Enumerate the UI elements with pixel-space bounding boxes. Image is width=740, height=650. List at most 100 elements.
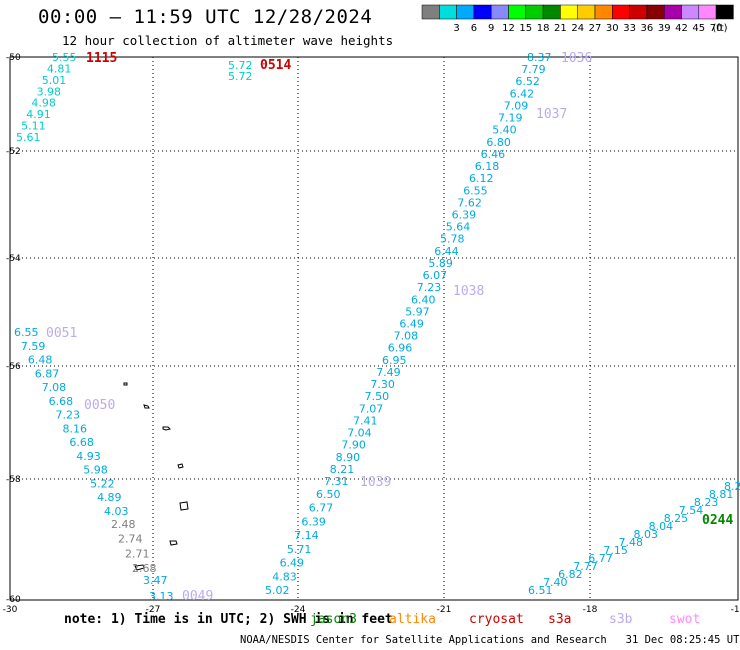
legend-tick-label: 36 <box>641 23 654 34</box>
track-0244-value: 7.77 <box>573 560 598 573</box>
legend-tick-label: 24 <box>571 23 584 34</box>
track-0051-0049-value: 7.08 <box>42 381 67 394</box>
legend-tick-label: 42 <box>675 23 688 34</box>
lon-label: -30 <box>3 605 18 615</box>
track-time-label: 0051 <box>46 326 77 341</box>
legend-tick-label: 9 <box>488 23 494 34</box>
track-0049-grey-value: 2.74 <box>118 533 143 546</box>
timestamp: 31 Dec 08:25:45 UTC 2024 <box>625 634 740 646</box>
track-0244-value: 7.15 <box>603 544 628 557</box>
track-1036-1039-upper-value: 5.89 <box>428 257 453 270</box>
track-time-label: 1039 <box>360 475 391 490</box>
track-0049-tail-value: 3.47 <box>143 574 168 587</box>
track-1036-1039-upper-value: 6.12 <box>469 172 494 185</box>
track-time-label: 1036 <box>561 51 592 66</box>
track-1036-1039-upper-value: 7.19 <box>498 112 523 125</box>
track-1036-1039-lower-value: 4.83 <box>272 570 297 583</box>
satellite-label-swot: swot <box>669 612 701 627</box>
track-1036-1039-upper-value: 6.42 <box>510 87 534 100</box>
map-frame <box>9 56 739 601</box>
track-0244-value: 7.40 <box>543 576 568 589</box>
track-1036-1039-upper-value: 6.52 <box>515 75 540 88</box>
legend-tick-label: 70 <box>710 23 723 34</box>
legend-tick-label: 12 <box>502 23 515 34</box>
track-1036-1039-upper-value: 7.09 <box>504 99 529 112</box>
track-1115-value: 3.98 <box>37 85 62 98</box>
track-1036-1039-lower-value: 6.77 <box>309 502 334 515</box>
track-time-label: 0244 <box>702 513 733 528</box>
track-time-label: 1115 <box>86 51 117 66</box>
track-1036-1039-upper-value: 6.39 <box>452 208 477 221</box>
track-1036-1039-lower-value: 6.39 <box>301 515 326 528</box>
track-0051-0049-value: 6.55 <box>14 326 39 339</box>
track-1115-value: 5.11 <box>21 120 46 133</box>
track-1115-value: 5.55 <box>52 51 77 64</box>
track-1036-1039-upper-value: 7.41 <box>353 414 378 427</box>
track-1036-1039-upper-value: 6.49 <box>399 318 424 331</box>
track-1036-1039-upper-value: 6.40 <box>411 293 436 306</box>
lon-label: -15 <box>731 605 740 615</box>
track-0514-value: 5.72 <box>228 59 253 72</box>
track-1115-value: 4.91 <box>26 108 50 121</box>
track-1036-1039-upper-value: 7.23 <box>417 281 442 294</box>
track-1036-1039-lower-value: 5.71 <box>287 543 312 556</box>
track-1036-1039-upper-value: 7.90 <box>341 439 366 452</box>
island-outline <box>134 564 145 571</box>
track-0051-0049-value: 8.16 <box>62 422 87 435</box>
satellite-label-altika: altika <box>389 612 436 627</box>
track-0049-grey-value: 2.68 <box>132 562 157 575</box>
lat-label: -52 <box>6 147 21 157</box>
track-0051-0049-value: 6.48 <box>28 354 53 367</box>
track-1036-1039-lower-value: 6.49 <box>280 557 305 570</box>
track-1036-1039-upper-value: 6.96 <box>388 342 413 355</box>
island-outline <box>179 501 189 511</box>
satellite-label-cryosat: cryosat <box>469 612 524 627</box>
track-1036-1039-upper-value: 5.78 <box>440 233 465 246</box>
lon-label: -21 <box>437 605 452 615</box>
legend-tick-label: 21 <box>554 23 567 34</box>
track-0244-value: 6.51 <box>528 584 553 597</box>
track-1036-1039-upper-value: 6.07 <box>423 269 448 282</box>
track-1036-1039-upper-value: 7.49 <box>376 366 401 379</box>
footer-credit: NOAA/NESDIS Center for Satellite Applica… <box>240 634 740 646</box>
track-0051-0049-value: 4.93 <box>76 450 101 463</box>
track-0514-value: 5.72 <box>228 70 253 83</box>
legend-swatch-17 <box>715 4 734 20</box>
track-0051-0049-value: 5.22 <box>90 477 115 490</box>
track-0244-value: 7.54 <box>679 504 704 517</box>
island-outline <box>143 404 150 409</box>
track-0244-value: 8.25 <box>664 512 689 525</box>
track-1036-1039-upper-value: 7.79 <box>521 63 546 76</box>
island-outline <box>177 463 184 469</box>
track-time-label: 1037 <box>536 107 567 122</box>
legend-tick-label: 18 <box>537 23 550 34</box>
track-1036-1039-lower-value: 5.02 <box>265 584 290 597</box>
lon-label: -24 <box>291 605 306 615</box>
track-0051-0049-value: 5.98 <box>83 464 108 477</box>
track-0244-value: 8.81 <box>709 488 734 501</box>
track-1036-1039-upper-value: 7.30 <box>370 378 395 391</box>
track-1036-1039-upper-value: 6.80 <box>486 136 511 149</box>
legend-tick-label: 6 <box>471 23 477 34</box>
track-1115-value: 4.81 <box>47 62 72 75</box>
track-1036-1039-upper-value: 5.40 <box>492 124 517 137</box>
satellite-label-jason3: jason3 <box>310 612 357 627</box>
track-1036-1039-upper-value: 7.04 <box>347 427 372 440</box>
track-0051-0049-value: 6.68 <box>49 395 74 408</box>
track-0244-value: 8.03 <box>634 528 659 541</box>
track-1036-1039-upper-value: 6.55 <box>463 184 488 197</box>
track-0049-grey-value: 2.71 <box>125 547 150 560</box>
legend-tick-label: 3 <box>453 23 459 34</box>
track-time-label: 0514 <box>260 58 291 73</box>
color-legend: 3 6 9 12 15 18 21 24 27 30 33 36 39 42 45 70(ft) <box>421 4 734 34</box>
track-0244-value: 8.2 <box>724 480 740 493</box>
lat-label: -54 <box>6 254 21 264</box>
track-0051-0049-value: 7.59 <box>21 340 46 353</box>
legend-unit: (ft) <box>712 23 727 34</box>
track-time-label: 0049 <box>182 589 213 604</box>
track-0244-value: 8.23 <box>694 496 719 509</box>
track-1036-1039-upper-value: 7.31 <box>324 475 349 488</box>
track-time-label: 1038 <box>453 284 484 299</box>
legend-tick-label: 27 <box>589 23 602 34</box>
